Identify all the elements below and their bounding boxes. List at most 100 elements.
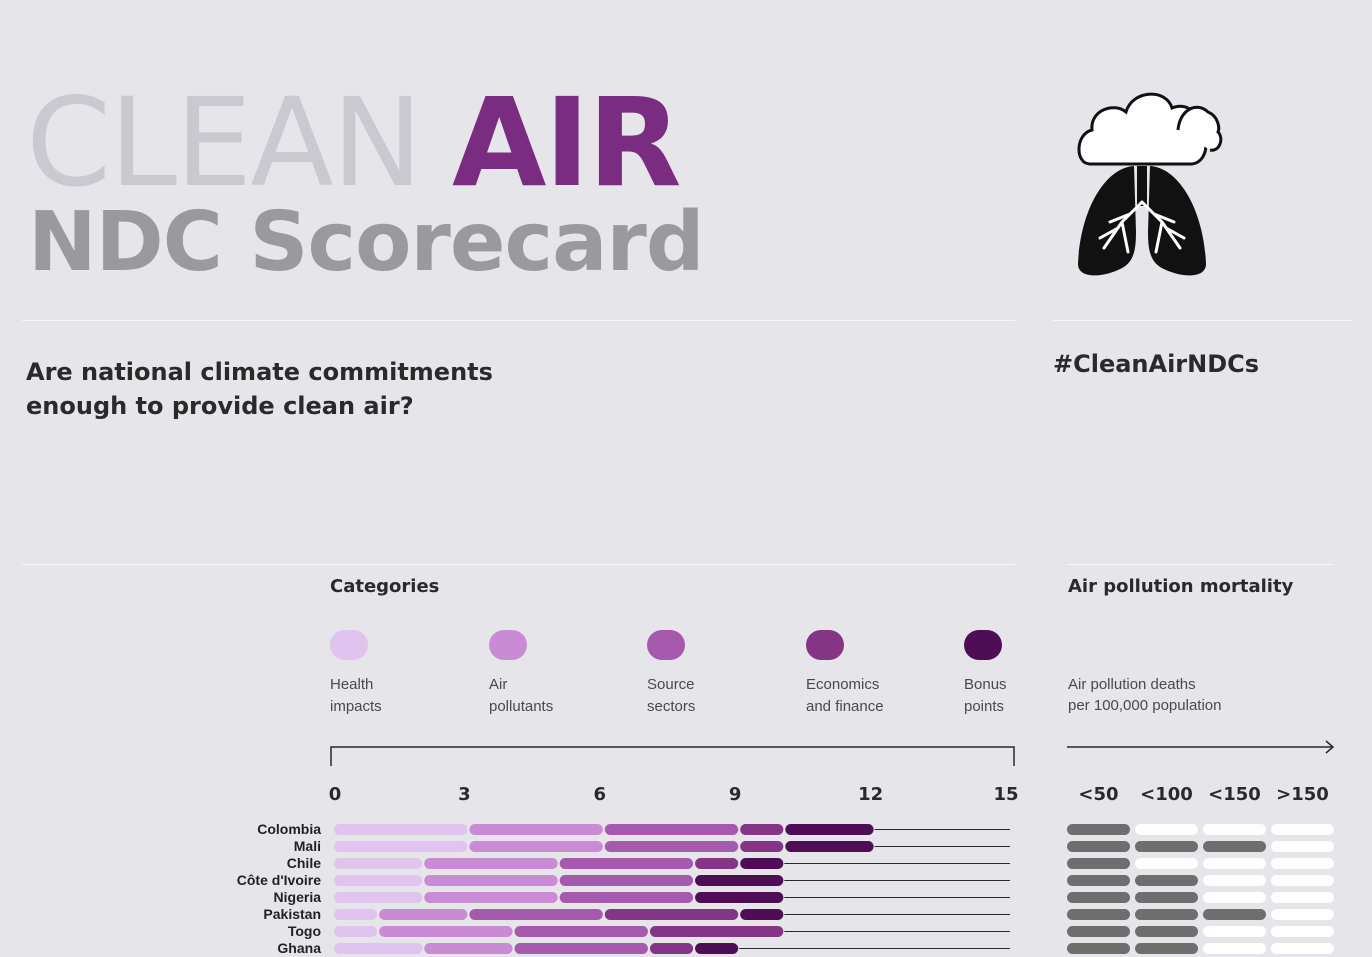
country-label: Chile [286, 855, 321, 871]
legend-item: Bonus points [964, 630, 1114, 718]
legend-swatch [489, 630, 527, 660]
mortality-cell [1271, 875, 1334, 886]
country-label: Mali [293, 838, 321, 854]
mortality-cell [1271, 824, 1334, 835]
legend-item: Health impacts [330, 630, 480, 718]
mortality-cell [1203, 909, 1266, 920]
mortality-description: Air pollution deaths per 100,000 populat… [1068, 676, 1222, 714]
mortality-cell [1135, 892, 1198, 903]
mortality-axis-arrow [1325, 740, 1335, 754]
bar-segment [559, 875, 694, 886]
bar-segment [785, 824, 874, 835]
logo-air-text: AIR [452, 72, 682, 214]
legend-label: Air pollutants [489, 676, 554, 715]
chart-divider [22, 564, 1015, 565]
mortality-cell [1135, 875, 1198, 886]
country-label: Côte d'Ivoire [236, 872, 321, 888]
bar-segment [695, 875, 784, 886]
mortality-cell [1203, 943, 1266, 954]
mortality-cell [1135, 926, 1198, 937]
mortality-cell [1067, 841, 1130, 852]
logo-clean-text: CLEAN [26, 72, 423, 214]
country-label: Togo [287, 923, 321, 939]
mortality-cell [1067, 943, 1130, 954]
legend-label: Bonus points [964, 676, 1007, 715]
chart-divider-right [1067, 564, 1334, 565]
bar-segment [740, 841, 784, 852]
mortality-cell [1067, 875, 1130, 886]
bar-segment [379, 909, 468, 920]
mortality-cell [1203, 892, 1266, 903]
bar-segment [604, 909, 739, 920]
bar-segment [424, 858, 558, 869]
mortality-cell [1135, 824, 1198, 835]
bar-segment [334, 841, 468, 852]
bar-segment [334, 926, 378, 937]
x-tick-label: 9 [728, 784, 742, 805]
mortality-cell [1271, 892, 1334, 903]
mortality-column-label: <50 [1078, 784, 1119, 805]
mortality-cell [1067, 909, 1130, 920]
legend-label: Health impacts [330, 676, 382, 715]
mortality-cell [1203, 824, 1266, 835]
mortality-cell [1203, 875, 1266, 886]
bar-segment [334, 943, 423, 954]
bar-segment [379, 926, 513, 937]
mortality-cell [1271, 909, 1334, 920]
bar-segment [334, 824, 468, 835]
headline-question: Are national climate commitments enough … [26, 358, 493, 420]
bar-segment [469, 824, 603, 835]
country-label: Pakistan [263, 906, 321, 922]
legend-swatch [964, 630, 1002, 660]
mortality-cell [1135, 858, 1198, 869]
bar-segment [334, 875, 423, 886]
country-label: Colombia [257, 821, 321, 837]
x-tick-label: 6 [593, 784, 607, 805]
x-tick-label: 3 [458, 784, 471, 805]
bar-segment [559, 858, 694, 869]
bar-segment [424, 943, 513, 954]
legend-item: Economics and finance [806, 630, 956, 718]
top-divider [22, 320, 1015, 321]
bar-segment [740, 909, 784, 920]
bar-segment [649, 943, 694, 954]
legend-label: Source sectors [647, 676, 696, 715]
bar-segment [334, 909, 378, 920]
bar-segment [604, 841, 739, 852]
bar-segment [559, 892, 694, 903]
bar-segment [785, 841, 874, 852]
mortality-cell [1271, 926, 1334, 937]
country-label: Nigeria [273, 889, 321, 905]
legend-swatch [806, 630, 844, 660]
bar-segment [604, 824, 739, 835]
bar-segment [649, 926, 784, 937]
bar-segment [740, 858, 784, 869]
bar-segment [695, 943, 739, 954]
bar-segment [334, 858, 423, 869]
mortality-cell [1067, 858, 1130, 869]
mortality-cell [1067, 926, 1130, 937]
x-tick-label: 15 [993, 784, 1019, 805]
bar-segment [740, 824, 784, 835]
legend-label: Economics and finance [806, 676, 884, 715]
bar-segment [469, 841, 603, 852]
mortality-cell [1135, 841, 1198, 852]
mortality-cell [1203, 926, 1266, 937]
bar-segment [514, 943, 648, 954]
mortality-cell [1203, 858, 1266, 869]
hashtag: #CleanAirNDCs [1053, 350, 1260, 378]
bar-segment [695, 858, 739, 869]
mortality-cell [1271, 858, 1334, 869]
mortality-cell [1067, 824, 1130, 835]
x-tick-label: 0 [328, 784, 342, 805]
logo-subtitle: NDC Scorecard [28, 195, 705, 290]
legend-item: Source sectors [647, 630, 797, 718]
mortality-cell [1067, 892, 1130, 903]
x-axis-bracket [330, 746, 1015, 766]
legend-swatch [330, 630, 368, 660]
mortality-column-label: <150 [1208, 784, 1261, 805]
bar-segment [334, 892, 423, 903]
mortality-column-label: >150 [1276, 784, 1329, 805]
categories-title: Categories [330, 576, 440, 597]
